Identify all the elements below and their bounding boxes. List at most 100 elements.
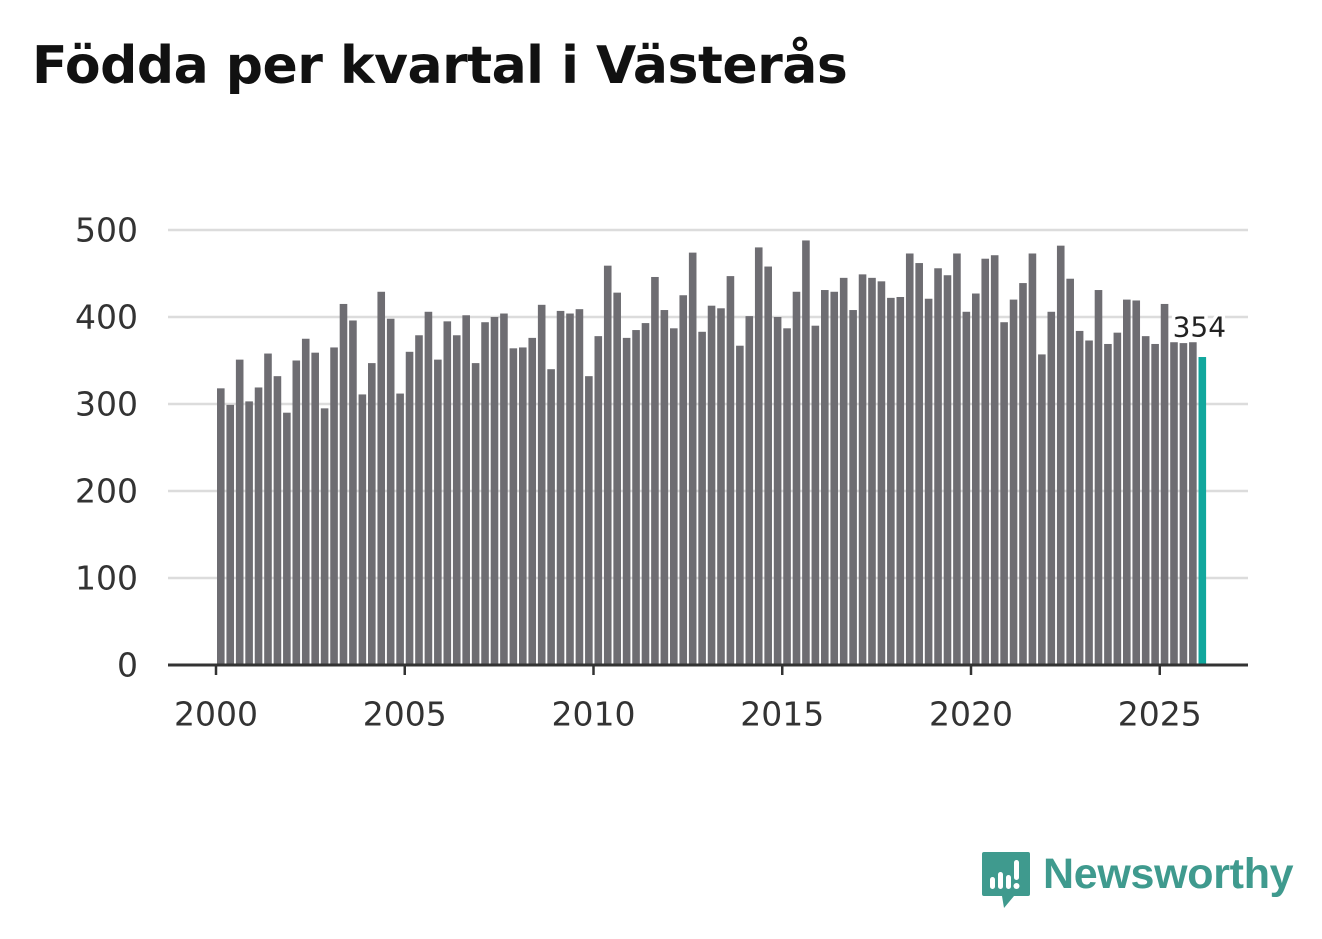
- bar: [339, 303, 348, 665]
- bar-latest: [1198, 357, 1207, 665]
- bar: [613, 292, 621, 665]
- bar: [868, 277, 876, 665]
- y-tick-label-0: 0: [117, 646, 138, 685]
- bar: [386, 318, 395, 665]
- bar: [519, 347, 527, 665]
- bar: [915, 263, 923, 665]
- bar: [330, 347, 338, 665]
- bar: [726, 276, 735, 665]
- y-tick-label-400: 400: [75, 298, 138, 337]
- latest-value-label: 354: [1173, 311, 1226, 344]
- x-tick-label-2010: 2010: [552, 695, 636, 734]
- bar: [877, 281, 886, 665]
- bar: [934, 268, 942, 665]
- x-tick-label-2020: 2020: [929, 695, 1013, 734]
- bar: [358, 394, 367, 665]
- bar: [1160, 303, 1169, 665]
- x-tick-label-2000: 2000: [174, 695, 258, 734]
- bar: [660, 310, 669, 665]
- bar: [311, 352, 319, 665]
- bar: [736, 345, 744, 665]
- bar: [547, 369, 555, 665]
- y-tick-label-500: 500: [75, 211, 138, 250]
- brand-name: Newsworthy: [1043, 850, 1294, 898]
- bar: [783, 328, 791, 665]
- bar: [1113, 332, 1122, 665]
- bar: [830, 291, 839, 665]
- bar: [1141, 336, 1150, 665]
- bar: [471, 363, 480, 665]
- bar: [500, 313, 508, 665]
- bar: [1189, 342, 1197, 665]
- y-tick-label-100: 100: [75, 559, 138, 598]
- bar: [424, 311, 433, 665]
- bar: [1000, 322, 1008, 665]
- x-tick-label-2005: 2005: [363, 695, 447, 734]
- bar: [764, 266, 772, 665]
- bar: [1151, 343, 1159, 665]
- bar: [811, 325, 820, 665]
- bar: [1047, 311, 1056, 665]
- bar: [537, 304, 546, 665]
- bar: [1085, 340, 1093, 665]
- bar: [283, 412, 291, 665]
- bar: [1123, 299, 1131, 665]
- newsworthy-logo: Newsworthy: [981, 850, 1294, 910]
- bar: [462, 315, 470, 665]
- bar: [773, 317, 782, 665]
- bar: [990, 255, 999, 666]
- bar: [1075, 330, 1084, 665]
- bar: [651, 276, 659, 665]
- bar: [905, 253, 914, 666]
- bar: [575, 309, 584, 665]
- bar: [1056, 245, 1065, 665]
- bar: [349, 320, 357, 665]
- bar: [594, 336, 603, 665]
- bar: [226, 404, 235, 665]
- bar: [509, 348, 518, 665]
- bar: [443, 321, 452, 665]
- bar: [452, 335, 461, 665]
- bar: [603, 265, 612, 665]
- bar: [1094, 290, 1103, 665]
- bar: [622, 337, 631, 665]
- bar: [887, 297, 895, 665]
- x-tick-label-2025: 2025: [1118, 695, 1202, 734]
- bar: [1170, 342, 1178, 665]
- bar: [707, 305, 716, 665]
- bar: [858, 274, 867, 665]
- bar: [481, 322, 489, 665]
- bar: [821, 290, 829, 665]
- bar: [754, 247, 763, 665]
- x-tick-label-2015: 2015: [740, 695, 824, 734]
- bar: [368, 363, 376, 665]
- bar: [670, 328, 678, 665]
- labels: 0 100 200 300 400 500 2000 2005 2010 2015 2020 2025…: [75, 211, 1230, 734]
- axes: [168, 663, 1248, 675]
- bar: [217, 388, 225, 665]
- bar: [632, 330, 640, 665]
- bar: [235, 359, 244, 665]
- bar: [745, 316, 754, 665]
- bar: [245, 401, 253, 665]
- bar: [566, 313, 574, 665]
- bar: [943, 275, 952, 665]
- bar: [641, 323, 650, 665]
- bar: [981, 258, 990, 665]
- bar: [1104, 343, 1112, 665]
- chart-title: Födda per kvartal i Västerås: [32, 36, 848, 96]
- bar: [924, 298, 933, 665]
- bar: [405, 351, 414, 665]
- bar: [972, 293, 980, 665]
- bar: [377, 291, 386, 665]
- bar: [688, 252, 697, 665]
- y-tick-label-300: 300: [75, 385, 138, 424]
- bar: [1028, 253, 1037, 666]
- bar: [396, 393, 404, 665]
- bar: [1009, 299, 1018, 665]
- bar: [1132, 300, 1141, 665]
- bar: [953, 253, 961, 666]
- bar: [556, 310, 565, 665]
- bar: [490, 317, 499, 665]
